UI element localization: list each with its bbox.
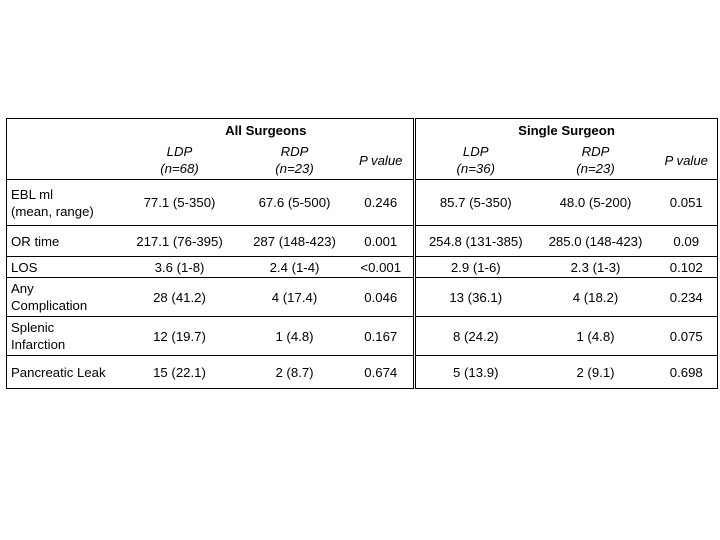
cell-ldp-all: 15 (22.1) [118, 355, 241, 389]
cell-rdp-single: 4 (18.2) [535, 277, 656, 317]
cell-rdp-single: 1 (4.8) [535, 316, 656, 356]
col-header-line1: P value [664, 152, 709, 168]
cell-ldp-single: 5 (13.9) [413, 355, 536, 389]
col-header-ldp-all: LDP (n=68) [118, 141, 241, 180]
cell-ldp-all: 77.1 (5-350) [118, 179, 241, 226]
row-label-line2: Complication [11, 298, 88, 313]
row-label: EBL ml (mean, range) [6, 179, 119, 226]
group-label-single-surgeon: Single Surgeon [518, 122, 615, 138]
comparison-table-container: All Surgeons Single Surgeon LDP (n=68) R… [6, 118, 719, 389]
cell-pvalue-all: 0.001 [348, 225, 415, 257]
row-label-line1: OR time [11, 233, 60, 249]
cell-pvalue-all: 0.674 [348, 355, 415, 389]
cell-ldp-single: 85.7 (5-350) [413, 179, 536, 226]
cell-rdp-all: 67.6 (5-500) [240, 179, 349, 226]
cell-rdp-single: 2.3 (1-3) [535, 256, 656, 278]
row-label-line1: Pancreatic Leak [11, 364, 106, 380]
col-header-rdp-all: RDP (n=23) [240, 141, 349, 180]
col-header-line2: (n=68) [160, 161, 199, 176]
col-header-line1: P value [359, 152, 403, 168]
cell-ldp-single: 13 (36.1) [413, 277, 536, 317]
col-header-line1: LDP [462, 144, 489, 159]
group-header-single-surgeon: Single Surgeon [412, 118, 719, 141]
row-label-line1: LOS [11, 259, 38, 275]
col-header-pvalue-all: P value [348, 141, 415, 180]
row-label: LOS [6, 256, 119, 278]
col-header-ldp-single: LDP (n=36) [413, 141, 536, 180]
cell-ldp-single: 2.9 (1-6) [413, 256, 536, 278]
col-header-line2: (n=23) [275, 161, 314, 176]
cell-pvalue-all: 0.167 [348, 316, 415, 356]
row-label-line1: Any [11, 281, 34, 296]
cell-pvalue-single: 0.075 [655, 316, 719, 356]
comparison-table: All Surgeons Single Surgeon LDP (n=68) R… [6, 118, 719, 389]
col-header-line1: RDP [280, 144, 309, 159]
cell-rdp-single: 48.0 (5-200) [535, 179, 656, 226]
cell-ldp-all: 28 (41.2) [118, 277, 241, 317]
cell-pvalue-all: 0.246 [348, 179, 415, 226]
row-label-line2: (mean, range) [11, 203, 94, 219]
group-label-all-surgeons: All Surgeons [225, 122, 307, 138]
cell-ldp-all: 12 (19.7) [118, 316, 241, 356]
row-label: OR time [6, 225, 119, 257]
row-label-line2: Infarction [11, 337, 66, 352]
col-header-rdp-single: RDP (n=23) [535, 141, 656, 180]
col-header-line1: LDP [166, 144, 193, 159]
table-row: EBL ml (mean, range) 77.1 (5-350) 67.6 (… [6, 179, 719, 226]
col-header-line1: RDP [581, 144, 610, 159]
cell-pvalue-single: 0.09 [655, 225, 719, 257]
cell-pvalue-single: 0.234 [655, 277, 719, 317]
cell-pvalue-single: 0.102 [655, 256, 719, 278]
cell-ldp-single: 254.8 (131-385) [413, 225, 536, 257]
row-label-line1: EBL ml [11, 186, 54, 202]
cell-rdp-all: 287 (148-423) [240, 225, 349, 257]
table-row: LOS 3.6 (1-8) 2.4 (1-4) <0.001 2.9 (1-6)… [6, 256, 719, 278]
cell-pvalue-single: 0.698 [655, 355, 719, 389]
table-row: OR time 217.1 (76-395) 287 (148-423) 0.0… [6, 225, 719, 257]
col-header-pvalue-single: P value [655, 141, 719, 180]
table-row: Any Complication 28 (41.2) 4 (17.4) 0.04… [6, 277, 719, 317]
col-header-line2: (n=36) [456, 161, 496, 176]
row-label: Pancreatic Leak [6, 355, 119, 389]
cell-ldp-all: 3.6 (1-8) [118, 256, 241, 278]
group-header-all-surgeons: All Surgeons [118, 118, 415, 141]
row-label: Any Complication [6, 277, 119, 317]
table-row: Pancreatic Leak 15 (22.1) 2 (8.7) 0.674 … [6, 355, 719, 389]
column-header-row: LDP (n=68) RDP (n=23) P value LDP (n=36)… [6, 141, 719, 180]
cell-rdp-all: 2 (8.7) [240, 355, 349, 389]
header-corner-cell [6, 118, 119, 141]
row-label-line1: Splenic [11, 320, 55, 335]
cell-rdp-all: 1 (4.8) [240, 316, 349, 356]
cell-pvalue-all: 0.046 [348, 277, 415, 317]
cell-rdp-all: 2.4 (1-4) [240, 256, 349, 278]
cell-pvalue-single: 0.051 [655, 179, 719, 226]
cell-rdp-single: 2 (9.1) [535, 355, 656, 389]
row-label: Splenic Infarction [6, 316, 119, 356]
cell-ldp-single: 8 (24.2) [413, 316, 536, 356]
col-header-line2: (n=23) [576, 161, 615, 176]
cell-rdp-single: 285.0 (148-423) [535, 225, 656, 257]
cell-pvalue-all: <0.001 [348, 256, 415, 278]
cell-rdp-all: 4 (17.4) [240, 277, 349, 317]
cell-ldp-all: 217.1 (76-395) [118, 225, 241, 257]
group-header-row: All Surgeons Single Surgeon [6, 118, 719, 141]
header-corner-cell-lower [6, 141, 119, 180]
table-row: Splenic Infarction 12 (19.7) 1 (4.8) 0.1… [6, 316, 719, 356]
